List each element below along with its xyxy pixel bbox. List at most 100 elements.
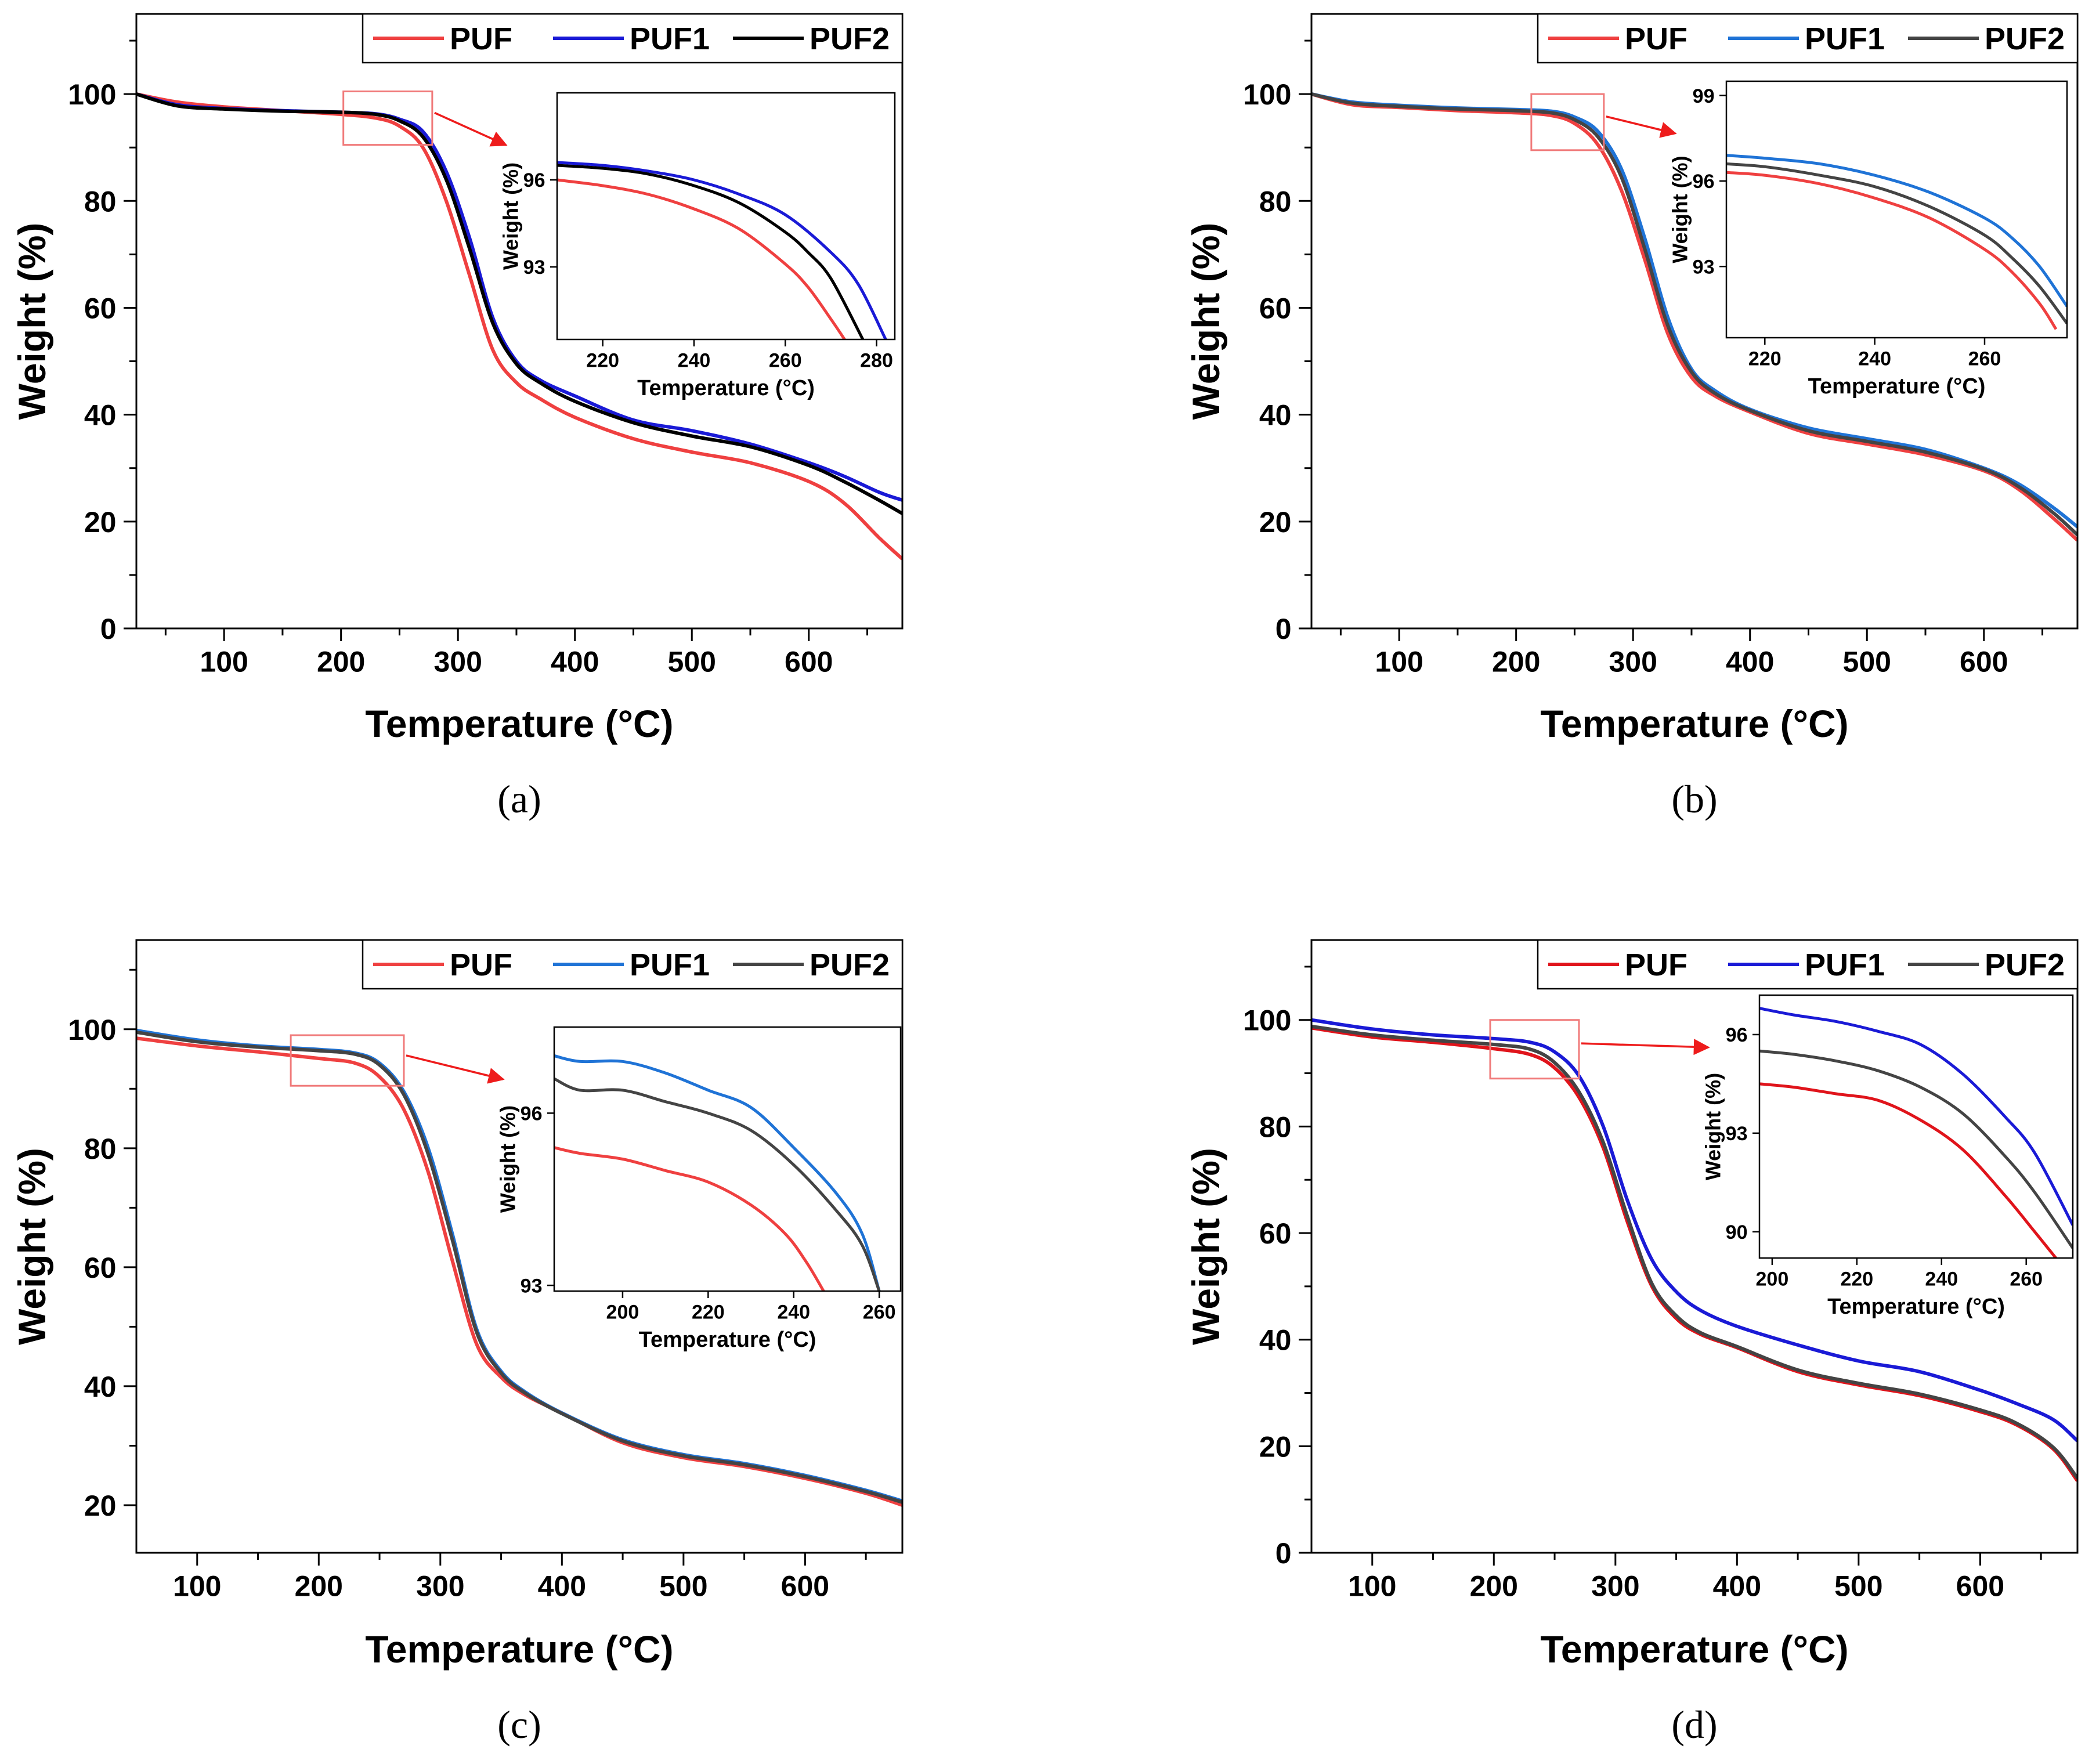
y-tick-label: 100 [1243, 78, 1291, 111]
legend-box [1537, 939, 2079, 990]
inset-x-axis-title: Temperature (°C) [639, 1328, 816, 1352]
x-tick-label: 400 [1713, 1570, 1761, 1603]
x-tick-label: 400 [551, 646, 599, 678]
legend-label-puf2: PUF2 [810, 948, 890, 982]
series-line-puf [1311, 92, 2077, 542]
x-axis-title: Temperature (°C) [365, 702, 673, 745]
inset-y-axis-title: Weight (%) [496, 1105, 520, 1213]
inset-x-axis-title: Temperature (°C) [1808, 374, 1986, 399]
inset-x-tick-label: 240 [1925, 1268, 1958, 1291]
series-line-puf2 [1311, 92, 2077, 537]
inset-series-line-puf [1726, 171, 2058, 330]
inset-plot: 200 220 240 260 93 96 Temperature (°C) Weight (… [496, 1026, 902, 1352]
x-tick-label: 300 [433, 646, 482, 678]
inset-background [1726, 81, 2067, 338]
inset-series-line-puf1 [1726, 154, 2067, 308]
y-tick-label: 100 [68, 78, 116, 111]
series-line-puf2 [136, 92, 902, 515]
x-tick-label: 600 [1956, 1570, 2004, 1603]
inset-x-tick-label: 220 [1840, 1268, 1873, 1291]
inset-y-tick-label: 96 [1726, 1024, 1748, 1046]
legend-label-puf1: PUF1 [1805, 948, 1885, 982]
legend-label-puf1: PUF1 [630, 21, 710, 56]
inset-plot: 220 240 260 280 93 96 Temperature (°C) Weight (… [499, 92, 896, 400]
zoom-region-box [342, 91, 433, 146]
legend-label-puf2: PUF2 [1985, 948, 2065, 982]
inset-x-tick-label: 240 [678, 350, 711, 372]
inset-y-tick-label: 96 [523, 169, 545, 191]
panel-label: (b) [1671, 777, 1717, 821]
y-tick-label: 100 [1243, 1004, 1291, 1037]
inset-x-tick-label: 280 [860, 350, 893, 372]
x-tick-label: 300 [416, 1570, 464, 1603]
x-tick-label: 500 [659, 1570, 707, 1603]
legend-label-puf2: PUF2 [810, 21, 890, 56]
inset-x-tick-label: 220 [586, 350, 619, 372]
y-tick-label: 80 [1259, 1111, 1292, 1143]
inset-series-line-puf [1759, 1082, 2057, 1258]
inset-plot: 200 220 240 260 90 93 96 Temperature (°C) Weight… [1701, 994, 2074, 1319]
y-tick-label: 80 [84, 1133, 117, 1165]
legend-label-puf: PUF [1625, 948, 1687, 982]
legend: PUF PUF1 PUF2 [362, 13, 904, 64]
x-axis-title: Temperature (°C) [1540, 1628, 1848, 1671]
legend-box [362, 13, 904, 64]
zoom-arrow [1606, 115, 1677, 138]
inset-series-line-puf2 [1726, 162, 2067, 324]
legend-label-puf: PUF [450, 948, 512, 982]
inset-background [557, 93, 895, 339]
panel-b: 100 200 300 400 500 600 0 20 40 60 80 100 Temperatur… [1184, 13, 2079, 821]
panel-a: 100 200 300 400 500 600 0 20 40 60 80 100 Temperatur… [10, 13, 904, 821]
y-tick-label: 40 [84, 1371, 117, 1403]
x-tick-label: 600 [785, 646, 833, 678]
y-axis-title: Weight (%) [1184, 223, 1227, 420]
inset-x-tick-label: 240 [777, 1302, 810, 1324]
x-axis-title: Temperature (°C) [1540, 702, 1848, 745]
inset-x-tick-label: 220 [1748, 348, 1782, 370]
x-axis-title: Temperature (°C) [365, 1628, 673, 1671]
x-tick-label: 200 [1470, 1570, 1518, 1603]
inset-y-tick-label: 99 [1693, 85, 1715, 107]
x-tick-label: 600 [781, 1570, 829, 1603]
inset-series-line-puf2 [1759, 1049, 2073, 1249]
zoom-arrow [406, 1054, 505, 1084]
legend-label-puf1: PUF1 [1805, 21, 1885, 56]
inset-x-tick-label: 200 [606, 1302, 639, 1324]
legend-label-puf1: PUF1 [630, 948, 710, 982]
legend: PUF PUF1 PUF2 [362, 939, 904, 990]
x-tick-label: 200 [317, 646, 365, 678]
x-tick-label: 500 [1843, 646, 1891, 678]
x-tick-label: 600 [1960, 646, 2008, 678]
x-tick-label: 400 [1726, 646, 1774, 678]
series-line-puf2 [1311, 1024, 2077, 1480]
inset-x-tick-label: 200 [1756, 1268, 1789, 1291]
x-tick-label: 100 [1375, 646, 1423, 678]
zoom-arrow [434, 111, 508, 147]
inset-x-tick-label: 260 [769, 350, 802, 372]
inset-y-axis-title: Weight (%) [1701, 1073, 1725, 1180]
x-tick-label: 100 [200, 646, 248, 678]
inset-y-tick-label: 93 [521, 1275, 543, 1297]
panel-d: 100 200 300 400 500 600 0 20 40 60 80 100 Temperatur… [1184, 939, 2079, 1747]
x-tick-label: 200 [295, 1570, 343, 1603]
y-tick-label: 60 [1259, 1217, 1292, 1250]
inset-background [554, 1027, 901, 1291]
inset-series-line-puf [557, 178, 846, 339]
inset-series-line-puf1 [557, 161, 887, 339]
panel-c: 100 200 300 400 500 600 20 40 60 80 100 Temperature… [10, 939, 904, 1747]
inset-x-tick-label: 260 [863, 1302, 896, 1324]
inset-series-line-puf2 [557, 164, 865, 339]
legend-box [1537, 13, 2079, 64]
zoom-region-box [290, 1034, 405, 1087]
y-tick-label: 40 [1259, 1324, 1292, 1357]
inset-plot: 220 240 260 93 96 99 Temperature (°C) Weight (%… [1668, 80, 2068, 399]
y-tick-label: 60 [84, 1252, 117, 1284]
y-tick-label: 20 [1259, 1430, 1292, 1463]
panel-label: (d) [1671, 1702, 1717, 1747]
inset-y-tick-label: 90 [1726, 1221, 1748, 1244]
y-axis-title: Weight (%) [10, 223, 53, 420]
x-tick-label: 300 [1591, 1570, 1639, 1603]
inset-series-line-puf1 [1759, 1007, 2073, 1226]
legend: PUF PUF1 PUF2 [1537, 939, 2079, 990]
y-tick-label: 0 [100, 613, 117, 645]
